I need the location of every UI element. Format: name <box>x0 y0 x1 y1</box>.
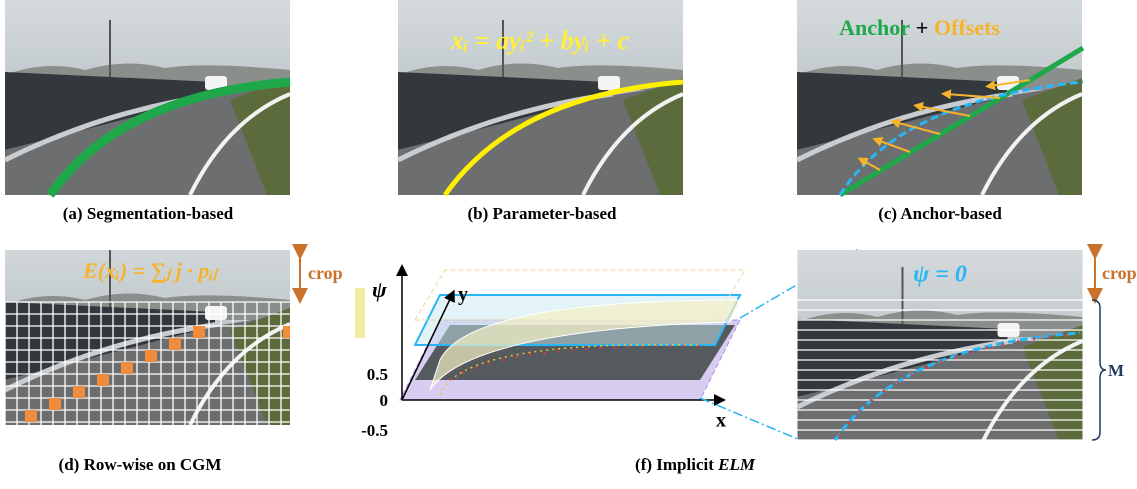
panel-d: E(xᵢ) = ∑ⱼ j · pᵢⱼ crop (d) Row-wise on … <box>5 230 343 474</box>
caption-text: (f) Implicit <box>635 455 714 474</box>
anchor-label: Anchor <box>839 15 910 40</box>
psi-zero: ψ = 0 <box>913 262 967 288</box>
caption-italic: ELM <box>717 455 756 474</box>
offsets-label: Offsets <box>934 15 1000 40</box>
formula: E(xᵢ) = ∑ⱼ j · pᵢⱼ <box>82 258 219 283</box>
crop-label: crop <box>308 263 343 283</box>
color-bar <box>355 288 365 338</box>
caption: (a) Segmentation-based <box>63 204 234 223</box>
caption: (b) Parameter-based <box>467 204 617 223</box>
figure: (a) Segmentation-based xᵢ = ayᵢ² + byᵢ +… <box>0 0 1137 484</box>
y-label: y <box>458 284 468 306</box>
psi-label: ψ <box>372 277 387 302</box>
panel-c: Anchor + Offsets (c) Anchor-based <box>797 0 1083 223</box>
level-label: 0.5 <box>367 365 388 384</box>
panel-b: xᵢ = ayᵢ² + byᵢ + c (b) Parameter-based <box>398 0 683 223</box>
level-label: 0 <box>380 391 389 410</box>
level-label: -0.5 <box>361 421 388 440</box>
m-brace <box>1092 300 1106 440</box>
crop-label: crop <box>1102 263 1137 283</box>
panel-a: (a) Segmentation-based <box>5 0 290 223</box>
caption: (d) Row-wise on CGM <box>59 455 222 474</box>
panel-f-image: ψ = 0 crop M <box>797 247 1137 442</box>
caption: (f) Implicit ELM <box>635 455 756 474</box>
formula: xᵢ = ayᵢ² + byᵢ + c <box>450 26 630 55</box>
panel-f-diagram: ψ y x 0.5 0 -0.5 <box>355 248 860 440</box>
road-image <box>5 0 290 195</box>
zoom-line <box>700 398 800 440</box>
x-label: x <box>716 410 726 432</box>
caption: (c) Anchor-based <box>878 204 1002 223</box>
plus-label: + <box>916 15 929 40</box>
m-label: M <box>1108 361 1124 380</box>
